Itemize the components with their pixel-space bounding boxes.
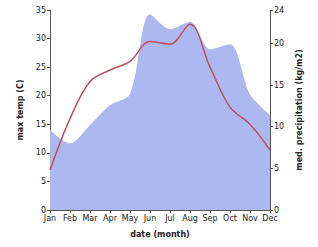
svg-text:date (month): date (month) [130,230,190,239]
svg-text:Jul: Jul [164,214,175,223]
svg-text:0: 0 [274,205,280,215]
svg-text:10: 10 [36,148,46,157]
svg-text:Dec: Dec [262,214,277,223]
svg-text:30: 30 [36,34,46,43]
svg-text:Aug: Aug [182,214,198,223]
svg-text:20: 20 [36,91,46,100]
svg-text:15: 15 [274,81,284,90]
svg-text:Mar: Mar [82,214,98,223]
svg-text:15: 15 [36,120,46,129]
svg-text:Sep: Sep [202,214,217,223]
svg-text:Jun: Jun [143,214,157,223]
svg-text:0: 0 [40,205,46,215]
svg-text:24: 24 [274,6,284,15]
svg-text:Feb: Feb [63,214,77,223]
svg-text:max temp (C): max temp (C) [16,80,25,141]
svg-text:med. precipitation (kg/m2): med. precipitation (kg/m2) [295,49,304,170]
svg-text:25: 25 [36,63,46,72]
svg-text:Nov: Nov [242,214,258,223]
svg-text:Apr: Apr [103,214,118,223]
svg-text:5: 5 [274,164,279,173]
svg-text:Jan: Jan [43,214,56,223]
svg-text:10: 10 [274,122,284,131]
svg-text:20: 20 [274,39,284,48]
svg-text:May: May [122,214,139,223]
svg-text:5: 5 [41,177,46,186]
svg-text:Oct: Oct [223,214,237,223]
svg-text:35: 35 [36,6,46,15]
